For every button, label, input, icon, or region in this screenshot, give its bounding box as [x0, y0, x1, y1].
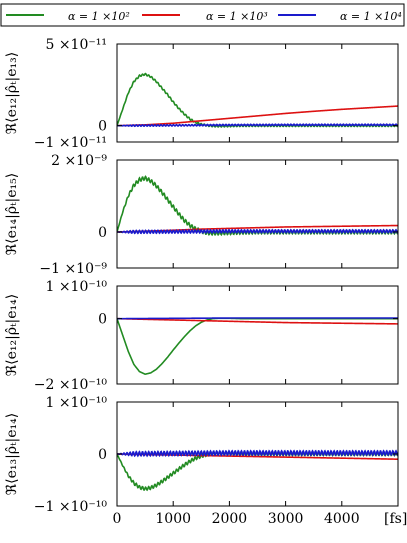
- panel-2-series-2: [117, 228, 398, 235]
- panel-1-ytick-label-0: 5 ×10⁻¹¹: [45, 37, 107, 53]
- panel-3-series-0: [117, 317, 398, 376]
- panel-1-series-0: [117, 72, 398, 128]
- panel-3-series-2: [117, 317, 398, 320]
- x-tick-label-3: 3000: [268, 511, 304, 527]
- panel-2-ytick-label-0: 2 ×10⁻⁹: [51, 153, 107, 169]
- legend-label-1: α = 1 ×10³: [206, 10, 268, 23]
- panel-4-ylabel: ℜ⟨e₁₃|ρ̂ₜ|e₁₄⟩: [4, 413, 20, 495]
- panel-2-ylabel: ℜ⟨e₁₄|ρ̂ₜ|e₁₅⟩: [4, 173, 20, 255]
- panel-1-series-1: [117, 105, 398, 127]
- panel-3-series-1: [117, 317, 398, 325]
- x-tick-label-4: 4000: [324, 511, 360, 527]
- panel-3: 1 ×10⁻¹⁰ 0 −2 ×10⁻¹⁰ ℜ⟨e₁₂|ρ̂ₜ|e₁₄⟩: [4, 279, 399, 393]
- panel-3-ytick-label-0: 1 ×10⁻¹⁰: [45, 279, 107, 295]
- panel-4-ytick-label-1: 0: [98, 447, 107, 463]
- panel-1-frame: [116, 43, 399, 143]
- panel-1-ylabel: ℜ⟨e₁₂|ρ̂ₜ|e₁₃⟩: [4, 52, 20, 134]
- x-tick-label-0: 0: [113, 511, 122, 527]
- panel-1-ytick-label-1: 0: [98, 119, 107, 135]
- panel-3-ytick-label-1: 0: [98, 312, 107, 328]
- panel-2-ytick-label-1: 0: [98, 225, 107, 241]
- panel-4-ytick-label-2: −1 ×10⁻¹⁰: [34, 499, 108, 515]
- panel-2: 2 ×10⁻⁹ 0 −1 ×10⁻⁹ ℜ⟨e₁₄|ρ̂ₜ|e₁₅⟩: [4, 153, 399, 277]
- legend-frame: [0, 3, 405, 27]
- panel-2-ytick-label-2: −1 ×10⁻⁹: [39, 261, 107, 277]
- panel-1-ytick-label-2: −1 ×10⁻¹¹: [34, 135, 107, 151]
- legend-label-0: α = 1 ×10²: [68, 10, 130, 23]
- panel-1: 5 ×10⁻¹¹ 0−1 ×10⁻¹¹ ℜ⟨e₁₂|ρ̂ₜ|e₁₃⟩: [4, 37, 399, 151]
- panel-1-series-2: [117, 123, 398, 128]
- panel-2-frame: [116, 159, 399, 269]
- x-unit-label: [fs]: [384, 511, 407, 527]
- panel-4: 1 ×10⁻¹⁰ 0 −1 ×10⁻¹⁰ 0 1000 2000 3000 4000 ℜ⟨e₁₃…: [4, 395, 399, 527]
- panel-3-ylabel: ℜ⟨e₁₂|ρ̂ₜ|e₁₄⟩: [4, 294, 20, 376]
- panel-4-ytick-label-0: 1 ×10⁻¹⁰: [45, 395, 107, 411]
- panel-3-frame: [116, 285, 399, 385]
- legend-label-2: α = 1 ×10⁴: [340, 10, 402, 23]
- x-tick-label-1: 1000: [155, 511, 191, 527]
- x-tick-label-2: 2000: [212, 511, 248, 527]
- legend: α = 1 ×10² α = 1 ×10³ α = 1 ×10⁴: [0, 3, 405, 27]
- panel-3-ytick-label-2: −2 ×10⁻¹⁰: [34, 377, 108, 393]
- panel-4-series-2: [117, 449, 398, 458]
